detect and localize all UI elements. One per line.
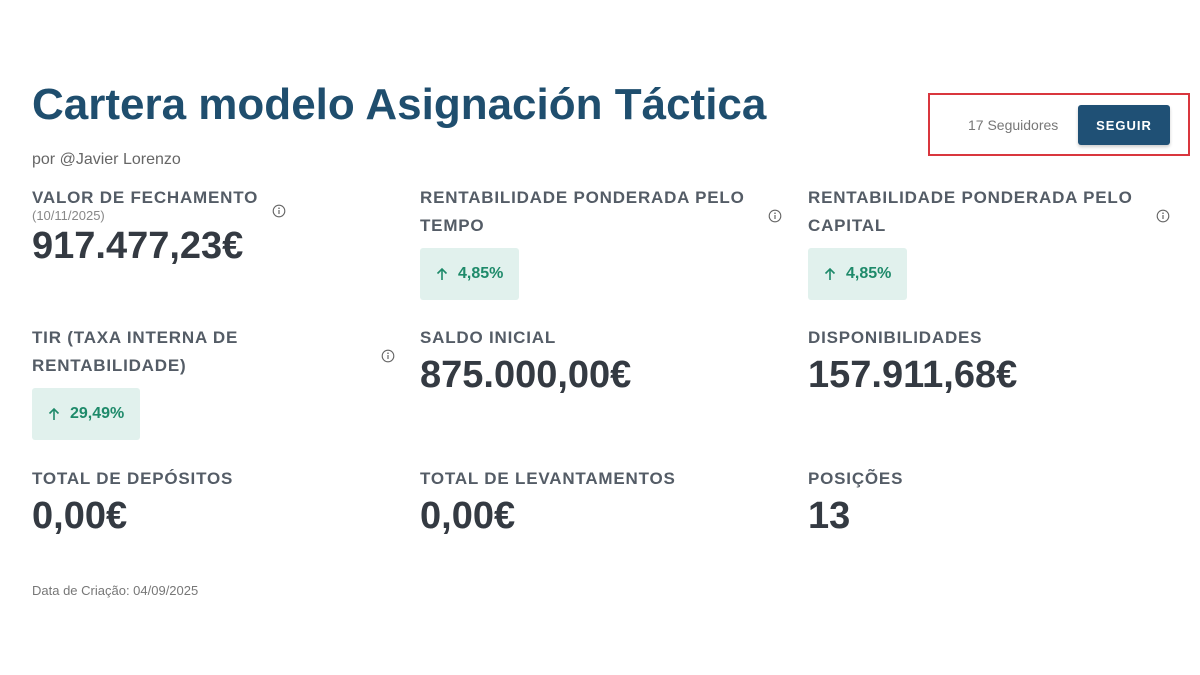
metric-date: (10/11/2025) — [32, 208, 105, 223]
metric-label: TOTAL DE LEVANTAMENTOS — [420, 469, 676, 488]
metric: VALOR DE FECHAMENTO (10/11/2025) 917.477,2… — [32, 184, 372, 268]
page-title: Cartera modelo Asignación Táctica — [32, 80, 767, 129]
info-icon — [381, 349, 395, 363]
metric-label: RENTABILIDADE PONDERADA PELO TEMPO — [420, 188, 745, 235]
creation-date: Data de Criação: 04/09/2025 — [32, 583, 199, 598]
metric-badge: 4,85% — [420, 248, 520, 300]
metric-badge: 29,49% — [32, 388, 141, 440]
metric-value: 157.911,68€ — [808, 354, 1018, 396]
metric-label: TIR (TAXA INTERNA DE RENTABILIDADE) — [32, 328, 239, 375]
info-icon — [272, 204, 286, 218]
metric: TIR (TAXA INTERNA DE RENTABILIDADE) 29,49… — [32, 324, 372, 440]
metric-label: SALDO INICIAL — [420, 328, 557, 347]
metric-value: 0,00€ — [420, 495, 516, 537]
metric-label: POSIÇÕES — [808, 469, 904, 488]
follow-button[interactable]: SEGUIR — [1078, 105, 1170, 145]
followers-count: 17 Seguidores — [968, 117, 1059, 133]
metric-label: VALOR DE FECHAMENTO — [32, 188, 259, 207]
metric-badge: 4,85% — [808, 248, 908, 300]
metric: TOTAL DE DEPÓSITOS 0,00€ — [32, 465, 372, 538]
badge-value: 4,85% — [458, 265, 504, 282]
highlight-box — [928, 93, 1190, 156]
info-icon — [1156, 209, 1170, 223]
metric-label: RENTABILIDADE PONDERADA PELO CAPITAL — [808, 188, 1133, 235]
metric: SALDO INICIAL 875.000,00€ — [420, 324, 760, 397]
metric: POSIÇÕES 13 — [808, 465, 1148, 538]
metric-label: TOTAL DE DEPÓSITOS — [32, 469, 234, 488]
badge-value: 4,85% — [846, 265, 892, 282]
metric: DISPONIBILIDADES 157.911,68€ — [808, 324, 1148, 397]
info-icon — [768, 209, 782, 223]
author: por @Javier Lorenzo — [32, 151, 181, 168]
metric: TOTAL DE LEVANTAMENTOS 0,00€ — [420, 465, 760, 538]
metric-label: DISPONIBILIDADES — [808, 328, 983, 347]
metric: RENTABILIDADE PONDERADA PELO CAPITAL 4,85… — [808, 184, 1148, 300]
metric-value: 0,00€ — [32, 495, 128, 537]
metric-value: 875.000,00€ — [420, 354, 632, 396]
badge-value: 29,49% — [70, 405, 125, 422]
metric-value: 13 — [808, 495, 851, 537]
metric: RENTABILIDADE PONDERADA PELO TEMPO 4,85% — [420, 184, 760, 300]
metric-value: 917.477,23€ — [32, 225, 244, 267]
